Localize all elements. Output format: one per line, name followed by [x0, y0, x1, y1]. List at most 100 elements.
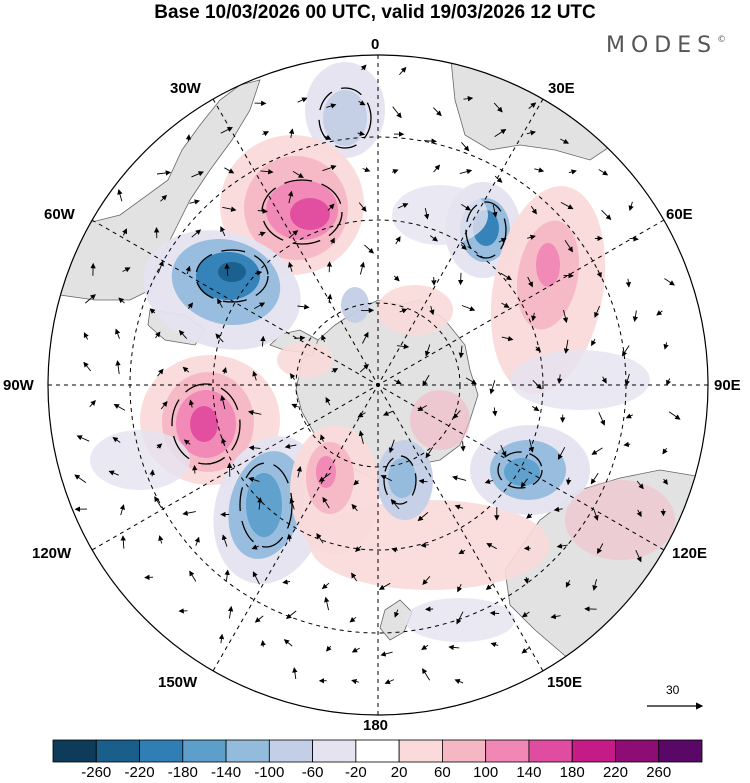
wind-arrow	[553, 506, 563, 513]
wind-arrow	[292, 171, 304, 178]
wind-arrow	[485, 583, 494, 590]
label-lon-150w: 150W	[158, 674, 198, 691]
map-title: Base 10/03/2026 00 UTC, valid 19/03/2026…	[154, 2, 596, 23]
wind-arrow	[565, 477, 572, 486]
wind-arrow	[154, 496, 162, 509]
wind-arrow	[260, 168, 274, 175]
wind-arrow	[251, 544, 259, 550]
wind-arrow	[115, 328, 121, 339]
wind-arrow	[461, 204, 471, 211]
wind-arrow	[187, 302, 194, 309]
wind-arrow	[666, 378, 672, 386]
wind-arrow	[353, 479, 360, 486]
wind-arrow	[424, 138, 437, 144]
wind-arrow	[621, 345, 630, 357]
colorbar-swatch	[528, 739, 573, 763]
wind-arrow	[490, 642, 499, 648]
wind-arrow	[397, 343, 410, 350]
wind-arrow	[191, 171, 204, 178]
wind-arrow	[521, 611, 530, 618]
wind-arrow	[526, 513, 533, 519]
wind-arrow	[358, 100, 366, 106]
wind-arrow	[287, 261, 294, 272]
wind-arrow	[591, 447, 603, 455]
wind-arrow	[227, 605, 234, 619]
label-lon-90e: 90E	[714, 377, 741, 394]
pos-anomaly-180	[310, 500, 550, 590]
neg-anomaly-170e	[377, 440, 433, 520]
wind-arrow	[601, 209, 612, 221]
colorbar-swatch	[95, 739, 140, 763]
label-lon-120e: 120E	[672, 545, 708, 562]
wind-arrow	[459, 169, 473, 175]
wind-arrow	[224, 263, 230, 276]
wind-arrow	[590, 472, 599, 485]
wind-arrow	[289, 373, 296, 380]
colorbar	[52, 739, 703, 763]
wind-arrow	[120, 535, 126, 549]
wind-arrow	[327, 203, 335, 211]
wind-arrow	[382, 410, 394, 416]
wind-arrow	[560, 202, 574, 210]
wind-arrow	[563, 272, 574, 279]
colorbar-swatch	[225, 739, 270, 763]
label-lon-60w: 60W	[44, 206, 75, 223]
wind-arrow	[597, 543, 604, 554]
wind-arrow	[326, 293, 333, 304]
wind-arrow	[326, 645, 332, 652]
wind-arrow	[429, 305, 435, 316]
wind-arrow	[320, 434, 326, 442]
wind-arrow	[534, 167, 545, 173]
wind-arrow	[292, 667, 298, 680]
wind-arrow	[662, 448, 668, 455]
wind-arrow	[384, 679, 394, 685]
wind-arrow	[117, 189, 123, 202]
wind-arrow	[287, 190, 294, 204]
wind-arrow	[635, 550, 642, 563]
wind-arrow	[282, 579, 290, 585]
wind-arrow	[182, 510, 196, 516]
south-america	[59, 79, 261, 301]
pos-anomaly-65e	[490, 186, 606, 394]
wind-arrow	[284, 443, 297, 449]
wind-arrow	[297, 97, 308, 103]
wind-arrow	[625, 413, 634, 419]
wind-arrow	[224, 167, 235, 174]
wind-arrow	[423, 208, 430, 220]
wind-arrow	[248, 409, 262, 416]
wind-arrow	[221, 534, 228, 547]
label-lon-30e: 30E	[548, 80, 575, 97]
wind-arrow	[625, 278, 632, 288]
colorbar-swatch	[615, 739, 660, 763]
wind-arrow	[392, 106, 402, 119]
colorbar-tick-label: 140	[516, 764, 542, 781]
wind-arrow	[294, 335, 306, 341]
wind-arrow	[329, 237, 335, 244]
wind-arrow	[156, 170, 172, 176]
wind-arrow	[492, 204, 498, 218]
wind-arrow	[591, 338, 597, 347]
wind-arrow	[424, 344, 431, 357]
wind-arrow	[663, 342, 669, 350]
wind-arrow	[550, 613, 561, 620]
wind-arrow	[215, 333, 224, 343]
wind-arrow	[568, 169, 577, 175]
wind-arrow	[220, 226, 226, 237]
wind-arrow	[254, 302, 266, 309]
wind-arrow	[527, 234, 536, 240]
wind-arrow	[397, 203, 409, 209]
wind-arrow	[465, 377, 477, 385]
wind-arrow	[453, 410, 461, 419]
wind-arrow	[178, 330, 188, 339]
wind-arrow	[260, 335, 266, 347]
wind-arrow	[221, 367, 228, 374]
wind-arrow	[321, 334, 327, 342]
wind-arrow	[399, 308, 408, 314]
wind-arrow	[457, 272, 464, 286]
colorbar-swatch	[441, 739, 487, 763]
wind-arrow	[520, 478, 528, 488]
wind-arrow	[362, 166, 371, 173]
wind-arrow	[224, 569, 230, 581]
pos-anomaly-polar	[277, 285, 470, 450]
